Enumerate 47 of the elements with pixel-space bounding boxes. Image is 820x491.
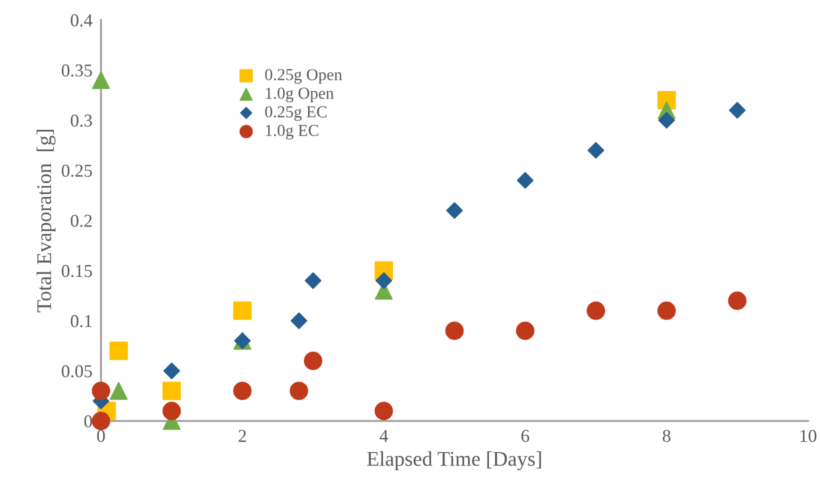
point (728, 292, 746, 310)
point (290, 382, 308, 400)
point (516, 172, 534, 189)
point (92, 382, 110, 400)
legend-label: 0.25g Open (265, 69, 342, 84)
x-tick-label: 6 (521, 430, 530, 442)
y-tick-label: 0.4 (70, 14, 92, 27)
y-tick-label: 0.3 (70, 114, 92, 127)
point (516, 322, 534, 340)
y-axis-title: Total Evaporation [g] (36, 130, 56, 312)
x-tick-label: 2 (238, 430, 246, 442)
legend-label: 0.25g EC (265, 106, 327, 121)
point (446, 202, 463, 219)
point (92, 71, 110, 90)
y-tick-label: 0.05 (62, 365, 92, 378)
point (445, 322, 464, 340)
y-tick-label: 0.1 (70, 315, 92, 328)
legend-label: 1.0g EC (266, 124, 318, 140)
x-tick-label: 4 (380, 430, 388, 442)
x-tick-label: 8 (662, 430, 670, 442)
legend-label: 1.0g Open (266, 88, 334, 102)
x-tick-label: 0 (97, 430, 105, 442)
point (233, 382, 252, 400)
point (729, 102, 746, 119)
point (163, 362, 180, 380)
point (304, 352, 322, 370)
point (290, 312, 308, 330)
y-tick-label: 0 (84, 415, 92, 428)
x-axis-title: Elapsed Time [Days] (367, 451, 541, 470)
point (304, 272, 322, 289)
point (110, 382, 128, 400)
y-tick-label: 0.2 (70, 214, 92, 228)
point (162, 382, 181, 400)
y-tick-label: 0.25 (62, 164, 92, 177)
y-tick-label: 0.15 (62, 264, 92, 278)
point (92, 412, 110, 430)
point (109, 342, 128, 360)
point (374, 402, 393, 420)
point (233, 302, 252, 320)
y-tick-label: 0.35 (62, 64, 92, 77)
point (658, 112, 675, 129)
point (588, 142, 604, 159)
x-tick-label: 10 (800, 430, 816, 442)
point (586, 302, 606, 320)
point (657, 302, 676, 320)
point (162, 402, 181, 420)
point (376, 272, 392, 289)
